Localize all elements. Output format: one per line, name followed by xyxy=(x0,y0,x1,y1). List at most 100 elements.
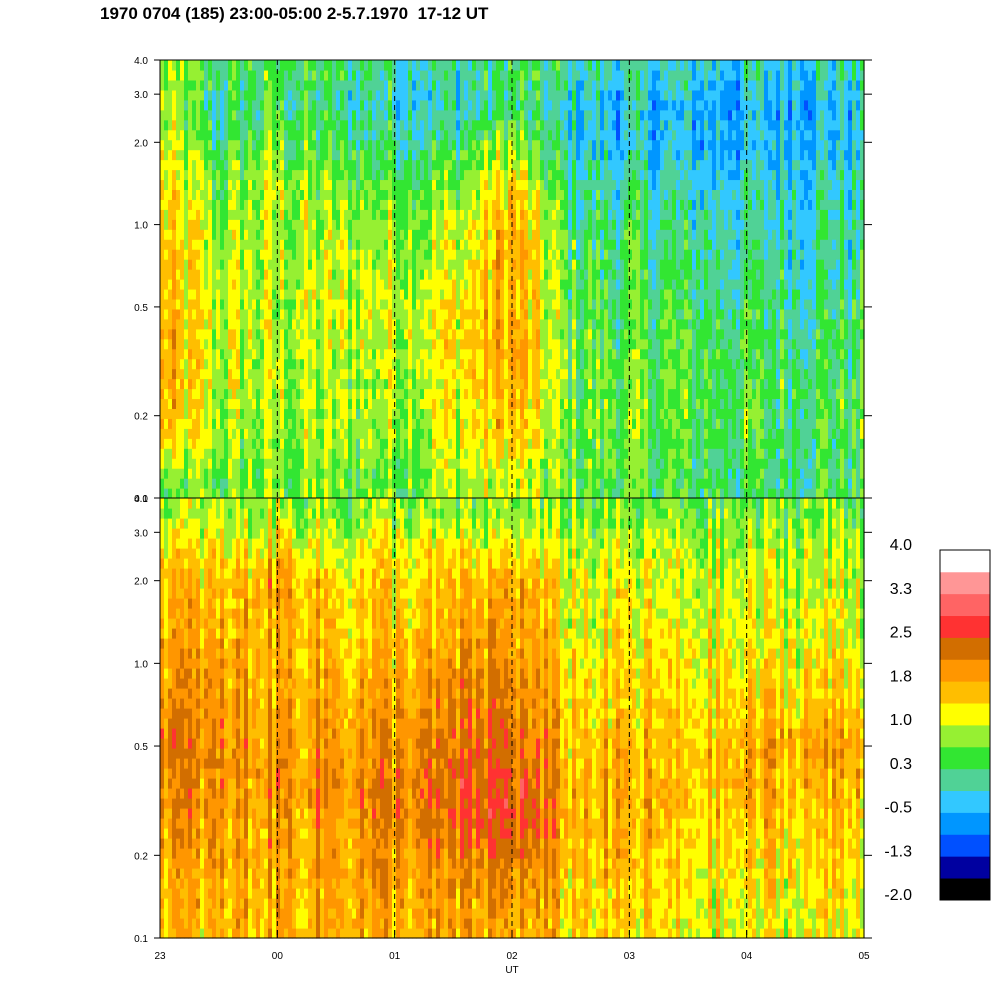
heatmap-cell xyxy=(460,279,465,290)
heatmap-cell xyxy=(236,368,241,380)
heatmap-cell xyxy=(564,338,569,350)
heatmap-cell xyxy=(492,458,497,469)
heatmap-cell xyxy=(340,468,345,479)
heatmap-cell xyxy=(512,418,517,429)
heatmap-cell xyxy=(252,79,257,91)
heatmap-cell xyxy=(332,179,337,190)
heatmap-cell xyxy=(196,259,201,270)
heatmap-cell xyxy=(532,259,537,270)
heatmap-cell xyxy=(420,298,425,310)
heatmap-cell xyxy=(220,169,225,181)
heatmap-cell xyxy=(180,109,185,121)
heatmap-cell xyxy=(516,448,521,459)
heatmap-cell xyxy=(384,368,389,380)
heatmap-cell xyxy=(588,219,593,230)
heatmap-cell xyxy=(300,189,305,200)
heatmap-cell xyxy=(204,99,209,111)
heatmap-cell xyxy=(284,398,289,409)
heatmap-cell xyxy=(228,378,233,390)
heatmap-cell xyxy=(232,448,237,459)
heatmap-cell xyxy=(296,288,301,300)
heatmap-cell xyxy=(476,269,481,280)
heatmap-cell xyxy=(560,418,565,429)
heatmap-cell xyxy=(372,89,377,101)
heatmap-cell xyxy=(372,129,377,141)
heatmap-cell xyxy=(388,149,393,161)
heatmap-cell xyxy=(512,169,517,181)
heatmap-cell xyxy=(484,368,489,380)
heatmap-cell xyxy=(528,129,533,141)
heatmap-cell xyxy=(356,159,361,171)
heatmap-cell xyxy=(488,478,493,489)
heatmap-cell xyxy=(208,199,213,210)
heatmap-cell xyxy=(416,109,421,121)
heatmap-cell xyxy=(180,209,185,220)
heatmap-cell xyxy=(376,139,381,151)
heatmap-cell xyxy=(380,89,385,101)
heatmap-cell xyxy=(284,358,289,370)
heatmap-cell xyxy=(244,488,249,499)
heatmap-cell xyxy=(204,488,209,499)
heatmap-cell xyxy=(436,288,441,300)
heatmap-cell xyxy=(420,129,425,141)
heatmap-cell xyxy=(332,149,337,161)
heatmap-cell xyxy=(228,338,233,350)
heatmap-cell xyxy=(288,169,293,181)
heatmap-cell xyxy=(312,169,317,181)
heatmap-cell xyxy=(364,338,369,350)
heatmap-cell xyxy=(600,219,605,230)
heatmap-cell xyxy=(436,269,441,280)
heatmap-cell xyxy=(188,348,193,360)
heatmap-cell xyxy=(456,368,461,380)
heatmap-cell xyxy=(232,408,237,419)
heatmap-cell xyxy=(592,249,597,260)
heatmap-cell xyxy=(276,308,281,320)
heatmap-cell xyxy=(380,149,385,161)
heatmap-cell xyxy=(236,159,241,171)
heatmap-cell xyxy=(376,89,381,101)
heatmap-cell xyxy=(380,318,385,330)
heatmap-cell xyxy=(336,69,341,81)
heatmap-cell xyxy=(568,69,573,81)
heatmap-cell xyxy=(320,318,325,330)
heatmap-cell xyxy=(596,249,601,260)
heatmap-cell xyxy=(352,259,357,270)
heatmap-cell xyxy=(244,139,249,151)
heatmap-cell xyxy=(600,129,605,141)
heatmap-cell xyxy=(540,468,545,479)
heatmap-cell xyxy=(240,308,245,320)
heatmap-cell xyxy=(592,388,597,400)
heatmap-cell xyxy=(400,478,405,489)
heatmap-cell xyxy=(296,139,301,151)
heatmap-cell xyxy=(180,338,185,350)
heatmap-cell xyxy=(552,119,557,131)
heatmap-cell xyxy=(240,209,245,220)
heatmap-cell xyxy=(408,199,413,210)
heatmap-cell xyxy=(448,239,453,250)
heatmap-cell xyxy=(292,189,297,200)
heatmap-cell xyxy=(472,418,477,429)
heatmap-cell xyxy=(604,478,609,489)
heatmap-cell xyxy=(224,318,229,330)
heatmap-cell xyxy=(352,368,357,380)
heatmap-cell xyxy=(604,328,609,340)
heatmap-cell xyxy=(184,119,189,131)
heatmap-cell xyxy=(480,438,485,449)
heatmap-cell xyxy=(308,79,313,91)
heatmap-cell xyxy=(204,159,209,171)
heatmap-cell xyxy=(504,60,509,71)
heatmap-cell xyxy=(404,60,409,71)
heatmap-cell xyxy=(296,418,301,429)
heatmap-cell xyxy=(492,60,497,71)
heatmap-cell xyxy=(328,418,333,429)
heatmap-cell xyxy=(440,318,445,330)
heatmap-cell xyxy=(280,79,285,91)
heatmap-cell xyxy=(364,109,369,121)
heatmap-cell xyxy=(484,468,489,479)
heatmap-cell xyxy=(544,288,549,300)
heatmap-cell xyxy=(276,119,281,131)
heatmap-cell xyxy=(580,288,585,300)
heatmap-cell xyxy=(276,428,281,439)
heatmap-cell xyxy=(592,358,597,370)
heatmap-cell xyxy=(604,139,609,151)
